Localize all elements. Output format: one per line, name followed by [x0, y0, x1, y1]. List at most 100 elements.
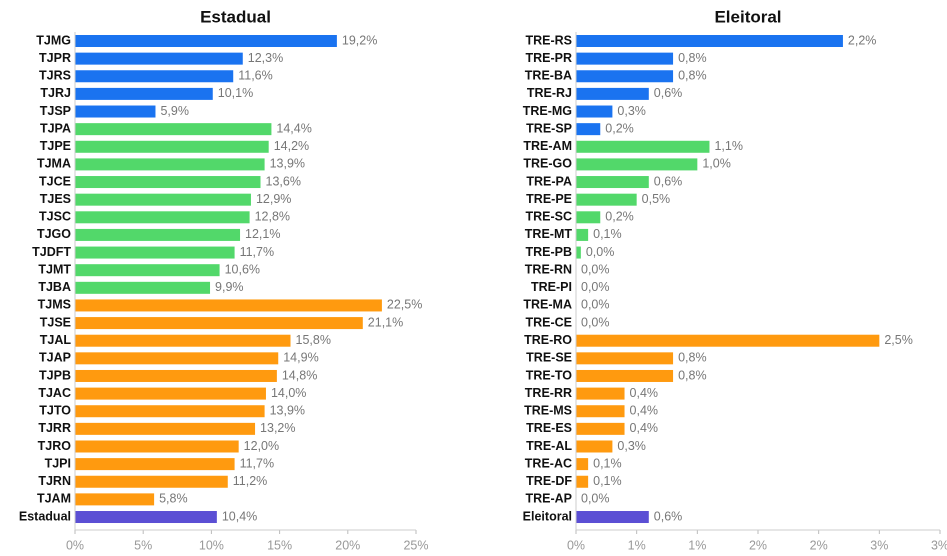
value-label: 0,4%: [630, 404, 659, 418]
category-label: TRE-RR: [525, 386, 572, 400]
value-label: 9,9%: [215, 280, 244, 294]
value-label: 12,0%: [244, 439, 279, 453]
value-label: 1,0%: [702, 157, 731, 171]
value-label: 10,4%: [222, 509, 257, 523]
bar: [75, 440, 239, 453]
value-label: 14,2%: [274, 139, 309, 153]
category-label: TJSP: [40, 104, 71, 118]
value-label: 0,1%: [593, 227, 622, 241]
category-label: TJTO: [39, 404, 71, 418]
value-label: 0,6%: [654, 509, 683, 523]
x-tick-label: 20%: [335, 538, 360, 552]
value-label: 11,2%: [233, 474, 268, 488]
value-label: 0,0%: [581, 492, 610, 506]
value-label: 0,8%: [678, 351, 707, 365]
bar: [576, 369, 674, 382]
value-label: 0,2%: [605, 121, 634, 135]
value-label: 13,6%: [266, 174, 301, 188]
category-label: TJCE: [39, 174, 71, 188]
category-label: TJMA: [37, 157, 71, 171]
category-label: TJPA: [40, 121, 71, 135]
category-label: TRE-DF: [526, 474, 572, 488]
bar: [576, 422, 625, 435]
bar: [75, 52, 243, 65]
bar: [576, 458, 589, 471]
bar: [75, 193, 251, 206]
value-label: 14,4%: [276, 121, 311, 135]
category-label: TRE-PA: [526, 174, 572, 188]
category-label: TJPR: [39, 51, 71, 65]
value-label: 0,8%: [678, 368, 707, 382]
category-label: TJRN: [38, 474, 71, 488]
category-label: TJRJ: [40, 86, 71, 100]
bar: [576, 52, 674, 65]
value-label: 15,8%: [296, 333, 331, 347]
value-label: 0,5%: [642, 192, 671, 206]
value-label: 13,9%: [270, 157, 305, 171]
value-label: 14,9%: [283, 351, 318, 365]
value-label: 2,2%: [848, 33, 877, 47]
bar: [75, 334, 291, 347]
x-tick-label: 10%: [199, 538, 224, 552]
bar: [576, 440, 613, 453]
category-label: TRE-SP: [526, 121, 572, 135]
category-label: TJRS: [39, 69, 71, 83]
bar: [576, 193, 637, 206]
bar: [75, 211, 250, 224]
bar: [576, 105, 613, 118]
value-label: 0,4%: [630, 421, 659, 435]
chart-title: Estadual: [200, 7, 271, 26]
value-label: 0,3%: [617, 439, 646, 453]
category-label: TRE-SC: [525, 210, 572, 224]
category-label: TJBA: [38, 280, 71, 294]
value-label: 0,0%: [581, 262, 610, 276]
bar: [75, 140, 269, 153]
bar: [75, 458, 235, 471]
x-tick-label: 5%: [134, 538, 152, 552]
category-label: TJAC: [38, 386, 71, 400]
category-label: TJAM: [37, 492, 71, 506]
value-label: 0,4%: [630, 386, 659, 400]
value-label: 5,8%: [159, 492, 188, 506]
category-label: TRE-PR: [525, 51, 572, 65]
value-label: 0,0%: [581, 315, 610, 329]
value-label: 5,9%: [160, 104, 189, 118]
x-tick-label: 0%: [66, 538, 84, 552]
category-label: TRE-MT: [525, 227, 573, 241]
value-label: 0,8%: [678, 69, 707, 83]
bar: [75, 87, 213, 100]
bar: [576, 123, 601, 136]
category-label: Eleitoral: [523, 509, 572, 523]
bar: [576, 334, 880, 347]
category-label: TJSE: [40, 315, 71, 329]
bar: [75, 352, 279, 365]
value-label: 12,8%: [255, 210, 290, 224]
value-label: 22,5%: [387, 298, 422, 312]
bar: [576, 87, 649, 100]
bar: [75, 493, 155, 506]
category-label: TRE-MS: [524, 404, 572, 418]
bar: [75, 264, 220, 277]
bar: [576, 405, 625, 418]
category-label: TRE-RJ: [527, 86, 572, 100]
bar: [75, 123, 272, 136]
value-label: 14,0%: [271, 386, 306, 400]
bar: [75, 176, 261, 189]
bar: [75, 228, 241, 241]
value-label: 0,3%: [617, 104, 646, 118]
category-label: TRE-RS: [525, 33, 572, 47]
value-label: 13,2%: [260, 421, 295, 435]
category-label: TJRO: [38, 439, 72, 453]
value-label: 0,0%: [586, 245, 615, 259]
category-label: TRE-PB: [525, 245, 572, 259]
category-label: TRE-AC: [525, 456, 572, 470]
x-tick-label: 3%: [870, 538, 888, 552]
value-label: 0,6%: [654, 174, 683, 188]
x-tick-label: 1%: [688, 538, 706, 552]
category-label: TJPE: [40, 139, 71, 153]
bar: [576, 35, 843, 47]
category-label: TRE-SE: [526, 351, 572, 365]
bar: [576, 228, 589, 241]
bar: [576, 158, 698, 171]
bar: [75, 105, 156, 118]
